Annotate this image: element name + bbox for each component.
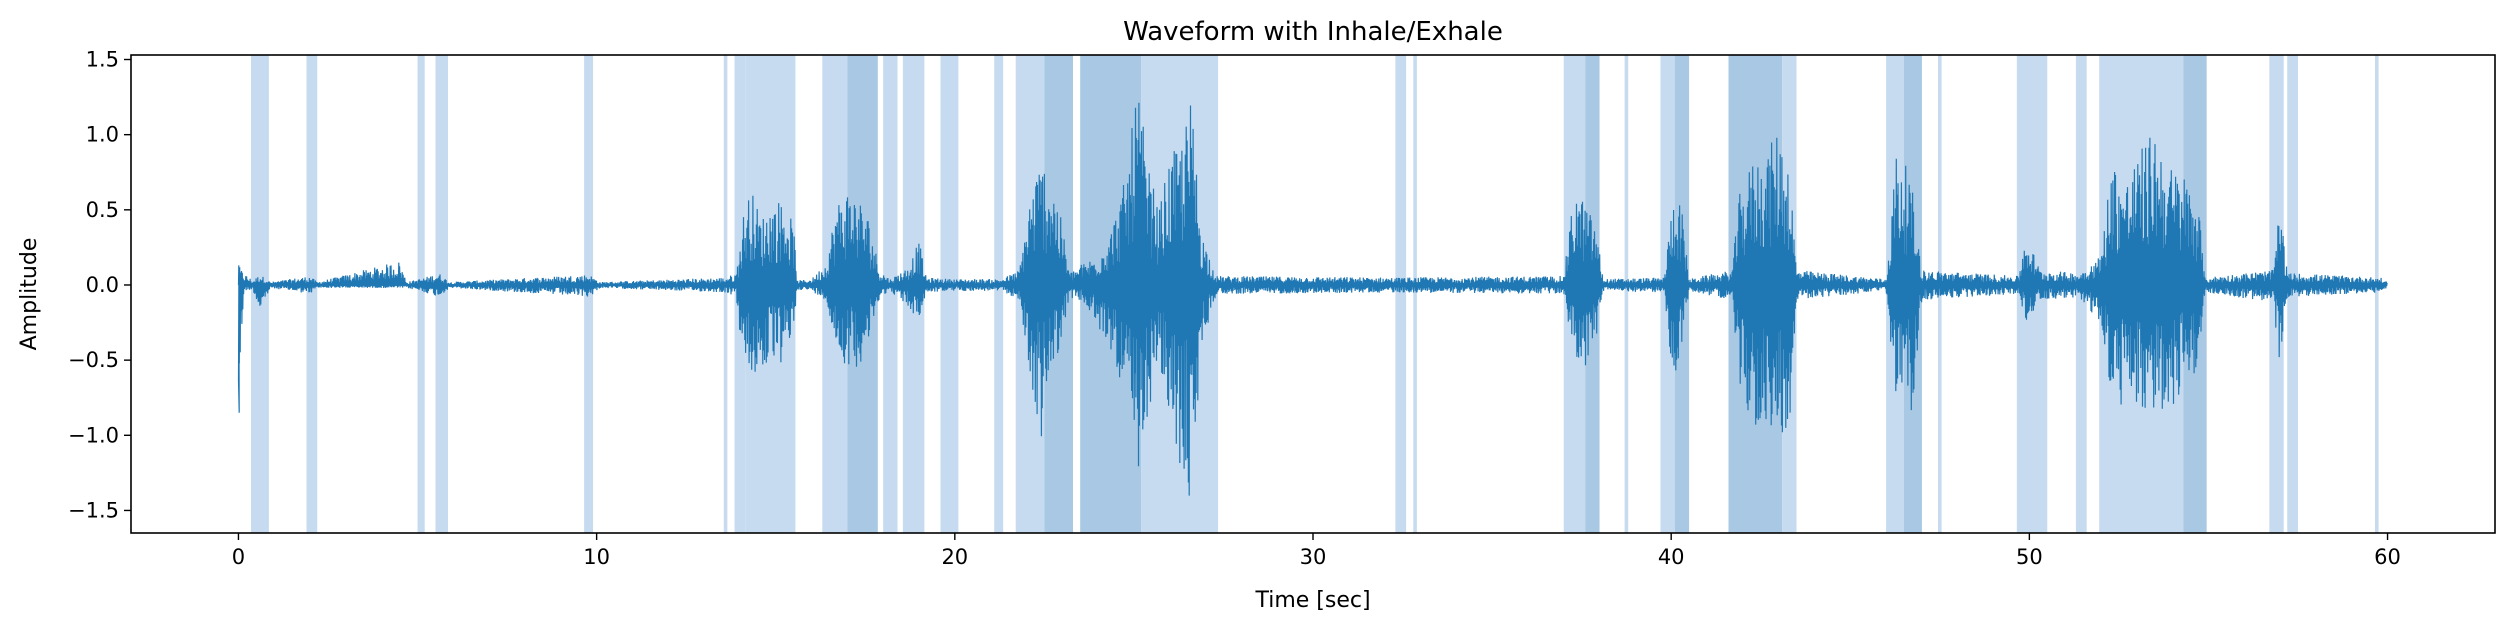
x-tick-label: 20: [941, 545, 968, 569]
breath-span-2: [417, 55, 425, 533]
x-tick-label: 40: [1658, 545, 1685, 569]
y-tick-label: 0.0: [86, 273, 119, 297]
breath-span-12: [940, 55, 959, 533]
breath-span-10: [883, 55, 898, 533]
y-tick-label: −0.5: [68, 348, 119, 372]
breath-span-29: [1938, 55, 1942, 533]
breath-span-1: [306, 55, 318, 533]
x-tick-label: 30: [1300, 545, 1327, 569]
y-axis-label: Amplitude: [17, 238, 42, 351]
waveform-layer: [237, 102, 2388, 496]
breath-span-13: [994, 55, 1004, 533]
y-tick-label: 0.5: [86, 198, 119, 222]
chart-title: Waveform with Inhale/Exhale: [1123, 17, 1503, 47]
x-tick-label: 60: [2374, 545, 2401, 569]
y-tick-label: −1.5: [68, 498, 119, 522]
y-tick-label: 1.0: [86, 123, 119, 147]
breath-span-22: [1624, 55, 1629, 533]
breath-span-36: [2375, 55, 2379, 533]
breath-span-5: [723, 55, 728, 533]
x-tick-label: 0: [232, 545, 245, 569]
breath-span-3: [435, 55, 448, 533]
breath-span-19: [1413, 55, 1417, 533]
breath-span-18: [1395, 55, 1407, 533]
breath-span-4: [584, 55, 594, 533]
x-tick-label: 10: [583, 545, 610, 569]
waveform-line: [237, 102, 2388, 496]
y-axis-ticks: −1.5 −1.0 −0.5 0.0 0.5 1.0 1.5: [68, 48, 131, 522]
y-tick-label: −1.0: [68, 423, 119, 447]
x-axis-ticks: 0 10 20 30 40 50 60: [232, 533, 2401, 569]
x-tick-label: 50: [2016, 545, 2043, 569]
x-axis-label: Time [sec]: [1254, 588, 1370, 613]
y-tick-label: 1.5: [86, 48, 119, 72]
